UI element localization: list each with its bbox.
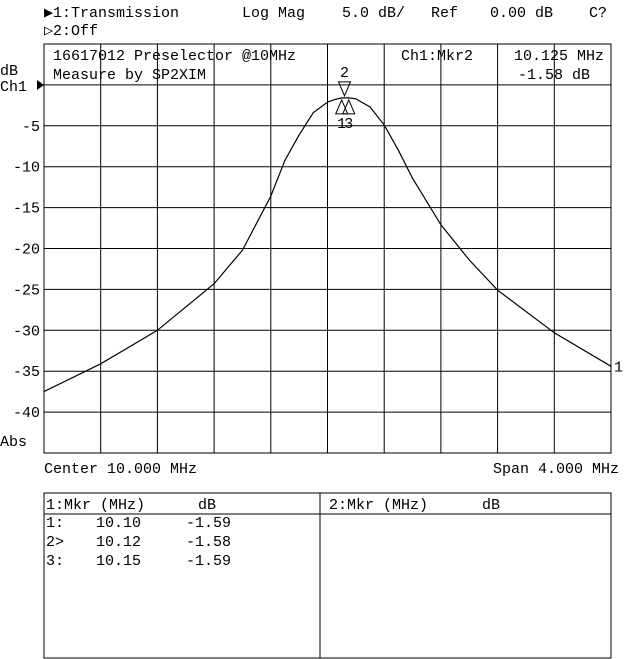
marker: [337, 81, 352, 98]
ref-word: Ref: [431, 5, 458, 22]
trace: [43, 97, 612, 393]
table-cell: 10.15: [96, 553, 141, 570]
y-unit: dB: [0, 63, 18, 80]
marker-label: 2: [340, 65, 349, 82]
chart-subtitle: Measure by SP2XIM: [53, 67, 206, 84]
marker: [334, 98, 349, 115]
chart-title: 16617012 Preselector @10MHz: [53, 48, 296, 65]
format: Log Mag: [242, 5, 305, 22]
table-header: 2:Mkr (MHz): [329, 497, 428, 514]
scale: 5.0 dB/: [342, 5, 405, 22]
table-cell: 10.10: [96, 515, 141, 532]
table-cell: -1.59: [186, 515, 231, 532]
y-tick-label: -30: [13, 323, 40, 340]
table-cell: -1.59: [186, 553, 231, 570]
ref-arrow: [37, 80, 44, 90]
marker-label: 1: [337, 116, 346, 133]
table-cell: -1.58: [186, 534, 231, 551]
table-cell: 2>: [46, 534, 64, 551]
y-tick-label: -15: [13, 201, 40, 218]
x-right-label: Span 4.000 MHz: [493, 461, 619, 478]
y-tick-label: -35: [13, 364, 40, 381]
y-tick-label: -40: [13, 405, 40, 422]
ref-value: 0.00 dB: [490, 5, 553, 22]
table-header: dB: [198, 497, 216, 514]
y-tick-label: -10: [13, 160, 40, 177]
table-cell: 3:: [46, 553, 64, 570]
status: C?: [589, 5, 607, 22]
active-marker: Ch1:Mkr2: [401, 48, 473, 65]
table-frame: [43, 492, 612, 659]
channel1: ▶1:Transmission: [44, 5, 179, 22]
table-header: 1:Mkr (MHz): [46, 497, 145, 514]
x-left-label: Center 10.000 MHz: [44, 461, 197, 478]
channel-label: Ch1: [0, 79, 27, 96]
y-mode: Abs: [0, 434, 27, 451]
marker: [342, 98, 356, 115]
marker-label: 3: [344, 116, 353, 133]
channel2: ▷2:Off: [44, 23, 98, 40]
table-header: dB: [482, 497, 500, 514]
trace-label: 1: [614, 359, 623, 376]
table-cell: 10.12: [96, 534, 141, 551]
y-tick-label: -5: [22, 119, 40, 136]
table-cell: 1:: [46, 515, 64, 532]
y-tick-label: -25: [13, 282, 40, 299]
y-tick-label: -20: [13, 242, 40, 259]
active-marker-x: 10.125 MHz: [514, 48, 604, 65]
